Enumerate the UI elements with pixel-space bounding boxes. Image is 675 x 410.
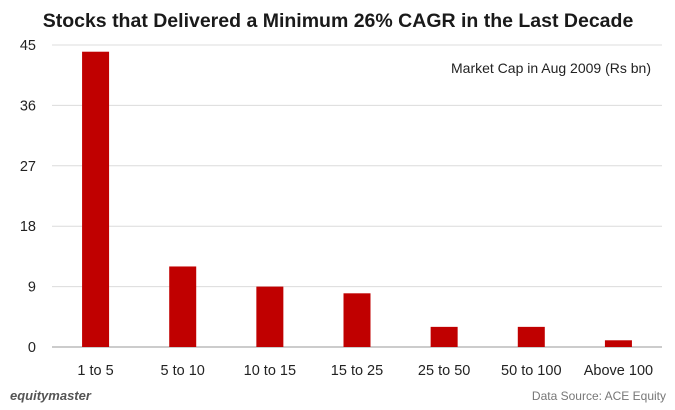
- data-source-note: Data Source: ACE Equity: [532, 389, 666, 403]
- y-tick-label: 45: [20, 38, 36, 54]
- y-tick-label: 18: [20, 219, 36, 235]
- x-axis-ticks: 1 to 5 5 to 10 10 to 15 15 to 25 25 to 50 50 …: [77, 363, 653, 379]
- x-tick-label: 10 to 15: [244, 363, 296, 379]
- x-tick-label: Above 100: [584, 363, 653, 379]
- legend-label: Market Cap in Aug 2009 (Rs bn): [451, 60, 651, 76]
- brand-logo-text: equitymaster: [10, 388, 92, 403]
- x-tick-label: 50 to 100: [501, 363, 561, 379]
- x-tick-label: 25 to 50: [418, 363, 470, 379]
- bar-5-to-10: [169, 266, 197, 347]
- y-tick-label: 36: [20, 98, 36, 114]
- bar-25-to-50: [430, 326, 458, 347]
- y-tick-label: 9: [28, 280, 36, 296]
- x-tick-label: 1 to 5: [77, 363, 113, 379]
- bars: [82, 51, 632, 347]
- gridlines: [52, 44, 662, 288]
- y-tick-label: 0: [28, 340, 36, 356]
- x-tick-label: 5 to 10: [161, 363, 205, 379]
- bar-10-to-15: [256, 286, 284, 347]
- bar-above-100: [604, 340, 632, 347]
- bar-15-to-25: [343, 293, 371, 347]
- chart-title: Stocks that Delivered a Minimum 26% CAGR…: [43, 10, 634, 32]
- y-axis-ticks: 0 9 18 27 36 45: [20, 38, 36, 356]
- bar-50-to-100: [517, 326, 545, 347]
- y-tick-label: 27: [20, 159, 36, 175]
- x-tick-label: 15 to 25: [331, 363, 383, 379]
- bar-1-to-5: [82, 51, 110, 347]
